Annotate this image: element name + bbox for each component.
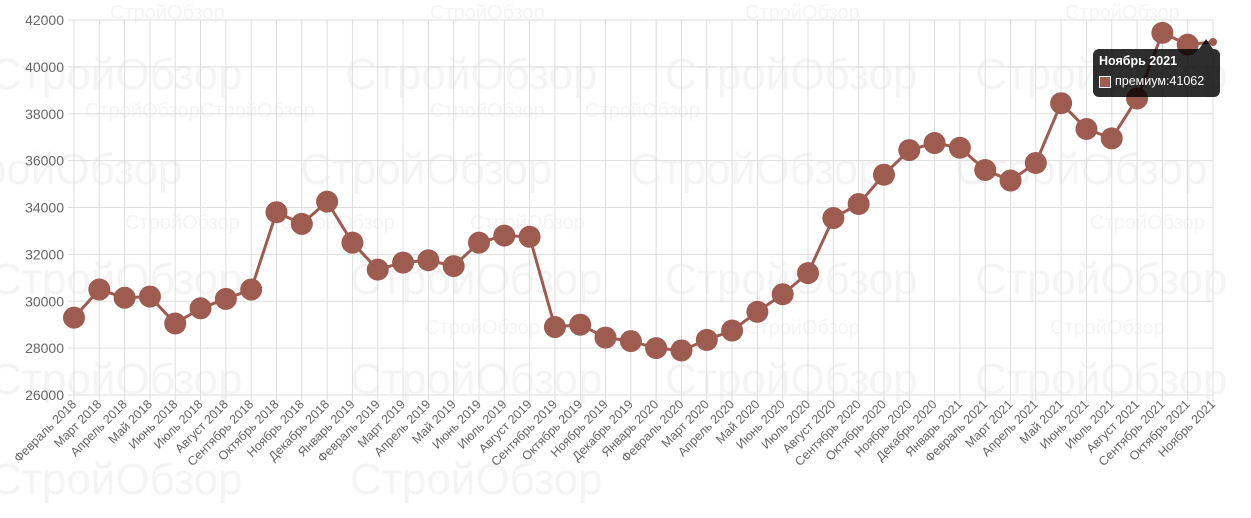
data-point [1050,92,1073,115]
data-point [721,319,744,342]
data-point [746,300,769,323]
data-point [518,225,541,248]
y-tick-label: 34000 [25,200,64,216]
data-point [63,306,85,329]
data-point [138,285,161,308]
y-tick-label: 42000 [25,12,64,28]
data-point [1100,127,1123,150]
data-point [619,330,642,353]
data-point [543,316,566,339]
data-point [923,132,946,155]
data-point [88,278,111,301]
data-point [771,283,794,306]
series-line [72,30,1214,352]
y-tick-label: 28000 [25,340,64,356]
tooltip-value: 41062 [1169,74,1205,88]
data-point [670,339,693,362]
data-point [392,251,415,274]
data-point [999,169,1022,192]
data-point [214,287,237,310]
data-point [569,313,592,336]
data-point [164,312,187,335]
y-tick-label: 32000 [25,246,64,262]
data-point [417,249,440,272]
data-point [189,297,212,320]
data-point [366,258,389,281]
y-tick-label: 36000 [25,153,64,169]
data-point [645,337,668,360]
data-point [1075,117,1098,140]
y-tick-label: 40000 [25,59,64,75]
data-point [240,278,263,301]
tooltip-swatch [1099,75,1111,88]
data-point [822,207,845,230]
tooltip-separator: : [1165,74,1170,88]
y-gridlines [68,19,1213,396]
data-point [1151,21,1174,44]
series-premium [63,21,1217,362]
data-point [316,190,339,213]
y-tick-label: 26000 [25,387,64,403]
tooltip-series-label: премиум [1115,74,1166,88]
data-point [948,136,971,159]
data-point [113,286,136,309]
data-point [898,139,921,162]
tooltip-title: Ноябрь 2021 [1099,54,1178,68]
data-point [695,328,718,351]
data-point [290,212,313,235]
tooltip-caret [1199,39,1213,49]
tooltip: Ноябрь 2021 премиум: 41062 [1093,49,1220,97]
data-point [467,231,490,254]
data-point [974,159,997,181]
data-point [341,231,364,254]
data-point [872,163,895,186]
y-axis: 26000 28000 30000 32000 34000 36000 38000 40000… [25,12,64,403]
y-tick-label: 38000 [25,106,64,122]
data-point [493,224,516,247]
data-point [594,326,617,349]
data-point [1024,151,1047,174]
data-point [797,262,820,285]
data-point [442,255,465,278]
data-point [265,201,288,224]
tooltip-row: премиум: 41062 [1099,73,1214,90]
y-tick-label: 30000 [25,293,64,309]
data-point [847,192,870,215]
